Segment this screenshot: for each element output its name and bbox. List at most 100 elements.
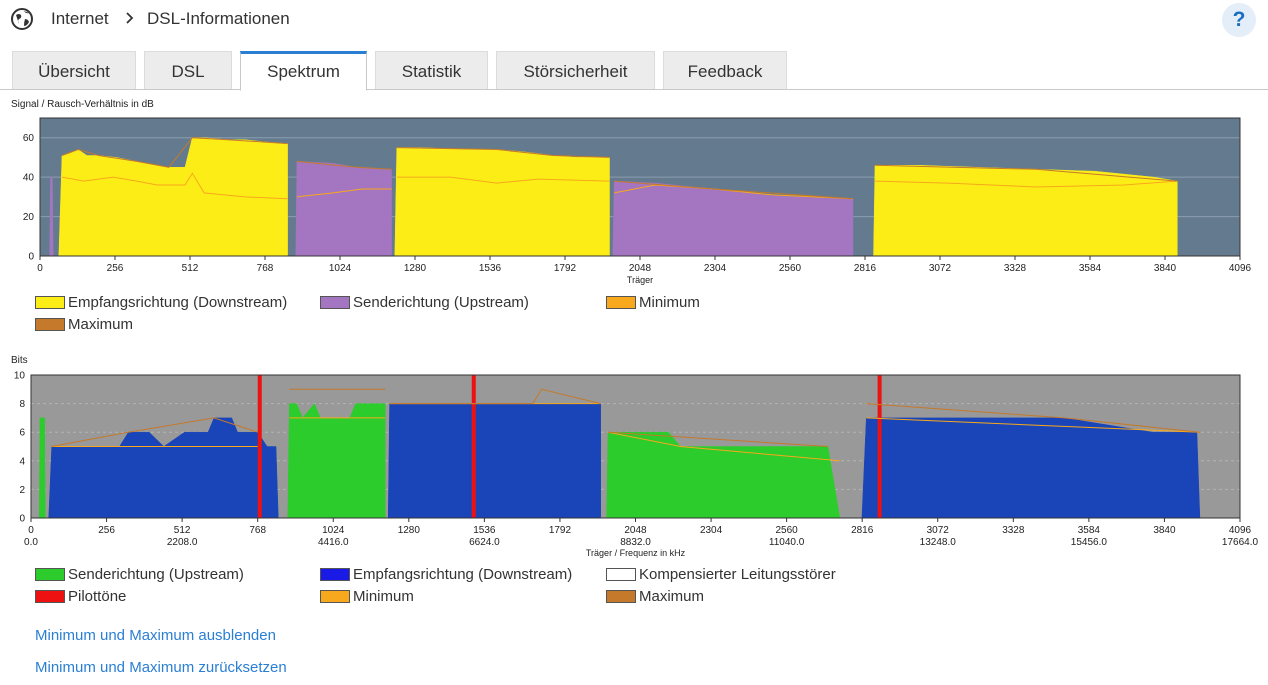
x-axis-label: Träger / Frequenz in kHz bbox=[586, 548, 686, 558]
legend-swatch bbox=[35, 590, 65, 603]
legend-label: Senderichtung (Upstream) bbox=[353, 294, 529, 311]
x-axis-label: Träger bbox=[627, 275, 653, 285]
x-tick-label: 3840 bbox=[1153, 525, 1176, 536]
line-minimum bbox=[396, 176, 610, 184]
legend-swatch bbox=[320, 568, 350, 581]
freq-tick-label: 0.0 bbox=[24, 537, 38, 548]
x-tick-label: 3584 bbox=[1079, 263, 1102, 274]
pilot-tone-marker bbox=[471, 375, 476, 518]
x-tick-label: 3328 bbox=[1004, 263, 1027, 274]
x-tick-label: 1280 bbox=[398, 525, 421, 536]
area-senderichtung bbox=[39, 417, 46, 519]
x-tick-label: 1024 bbox=[322, 525, 345, 536]
y-tick-label: 0 bbox=[19, 514, 25, 525]
tab-bar: Übersicht DSL Spektrum Statistik Störsic… bbox=[0, 51, 1268, 91]
hide-minmax-link[interactable]: Minimum und Maximum ausblenden bbox=[35, 627, 276, 644]
x-tick-label: 4096 bbox=[1229, 525, 1252, 536]
line-minimum bbox=[607, 431, 840, 462]
header: Internet DSL-Informationen ? bbox=[0, 0, 1268, 40]
x-tick-label: 256 bbox=[107, 263, 124, 274]
freq-tick-label: 11040.0 bbox=[769, 537, 805, 548]
area-empfangsrichtung bbox=[873, 165, 1178, 257]
help-button[interactable]: ? bbox=[1222, 3, 1256, 37]
y-tick-label: 40 bbox=[23, 173, 35, 184]
freq-tick-label: 15456.0 bbox=[1071, 537, 1108, 548]
x-tick-label: 2048 bbox=[629, 263, 652, 274]
y-tick-label: 2 bbox=[19, 485, 25, 496]
freq-tick-label: 6624.0 bbox=[469, 537, 500, 548]
tab-dsl[interactable]: DSL bbox=[144, 51, 232, 89]
x-tick-label: 768 bbox=[257, 263, 274, 274]
x-tick-label: 0 bbox=[28, 525, 34, 536]
x-tick-label: 1536 bbox=[479, 263, 502, 274]
area-empfangsrichtung bbox=[861, 417, 1201, 519]
line-maximum bbox=[607, 431, 828, 447]
breadcrumb-root[interactable]: Internet bbox=[51, 9, 109, 28]
tab-stoersicherheit[interactable]: Störsicherheit bbox=[496, 51, 655, 89]
pilot-tone-marker bbox=[877, 375, 882, 518]
bits-chart-title: Bits bbox=[11, 355, 28, 366]
y-tick-label: 10 bbox=[14, 371, 26, 382]
line-minimum bbox=[296, 188, 392, 198]
x-tick-label: 512 bbox=[182, 263, 199, 274]
x-tick-label: 3072 bbox=[929, 263, 952, 274]
reset-minmax-link[interactable]: Minimum und Maximum zurücksetzen bbox=[35, 659, 287, 676]
area-senderichtung bbox=[49, 176, 54, 257]
y-tick-label: 60 bbox=[23, 133, 35, 144]
x-tick-label: 1024 bbox=[329, 263, 352, 274]
x-tick-label: 1792 bbox=[549, 525, 572, 536]
tab-feedback[interactable]: Feedback bbox=[663, 51, 787, 89]
legend-label: Minimum bbox=[353, 588, 414, 605]
x-tick-label: 3072 bbox=[927, 525, 950, 536]
snr-chart: 0 20 40 60 0 256 512 768 1024 1280 1536 1792 2048 230… bbox=[23, 117, 1252, 285]
line-maximum bbox=[61, 137, 288, 168]
legend-label: Pilottöne bbox=[68, 588, 127, 605]
legend-swatch bbox=[606, 590, 636, 603]
x-tick-label: 2816 bbox=[851, 525, 874, 536]
freq-tick-label: 4416.0 bbox=[318, 537, 349, 548]
x-tick-label: 2048 bbox=[624, 525, 647, 536]
line-maximum bbox=[396, 147, 610, 158]
chevron-right-icon bbox=[126, 12, 134, 24]
freq-tick-label: 2208.0 bbox=[167, 537, 198, 548]
page-title: DSL-Informationen bbox=[147, 9, 290, 28]
tab-uebersicht[interactable]: Übersicht bbox=[12, 51, 136, 89]
line-minimum bbox=[874, 180, 1178, 188]
y-tick-label: 20 bbox=[23, 212, 35, 223]
legend-label: Empfangsrichtung (Downstream) bbox=[353, 566, 573, 583]
x-tick-label: 2560 bbox=[779, 263, 802, 274]
x-tick-label: 0 bbox=[37, 263, 43, 274]
legend-swatch bbox=[35, 296, 65, 309]
x-tick-label: 3840 bbox=[1154, 263, 1177, 274]
legend-swatch bbox=[606, 568, 636, 581]
area-empfangsrichtung bbox=[48, 417, 279, 519]
x-tick-label: 256 bbox=[98, 525, 115, 536]
x-tick-label: 1792 bbox=[554, 263, 577, 274]
pilot-tone-marker bbox=[257, 375, 262, 518]
tab-spektrum[interactable]: Spektrum bbox=[240, 51, 367, 91]
snr-chart-title: Signal / Rausch-Verhältnis in dB bbox=[11, 99, 154, 110]
legend-swatch bbox=[606, 296, 636, 309]
legend-swatch bbox=[320, 296, 350, 309]
x-tick-label: 1280 bbox=[404, 263, 427, 274]
y-tick-label: 6 bbox=[19, 428, 25, 439]
freq-tick-label: 17664.0 bbox=[1222, 537, 1259, 548]
legend-label: Kompensierter Leitungsstörer bbox=[639, 566, 836, 583]
tab-statistik[interactable]: Statistik bbox=[375, 51, 488, 89]
y-tick-label: 0 bbox=[28, 252, 34, 263]
x-tick-label: 768 bbox=[249, 525, 266, 536]
x-tick-label: 2304 bbox=[704, 263, 727, 274]
area-senderichtung bbox=[287, 403, 386, 519]
legend-label: Empfangsrichtung (Downstream) bbox=[68, 294, 288, 311]
legend-swatch bbox=[320, 590, 350, 603]
legend-label: Senderichtung (Upstream) bbox=[68, 566, 244, 583]
line-maximum bbox=[614, 180, 854, 200]
line-maximum bbox=[296, 160, 392, 170]
line-minimum bbox=[61, 172, 288, 200]
line-maximum bbox=[389, 388, 601, 405]
legend-swatch bbox=[35, 568, 65, 581]
freq-tick-label: 13248.0 bbox=[920, 537, 957, 548]
y-tick-label: 8 bbox=[19, 399, 25, 410]
x-tick-label: 2304 bbox=[700, 525, 723, 536]
x-tick-label: 1536 bbox=[473, 525, 496, 536]
